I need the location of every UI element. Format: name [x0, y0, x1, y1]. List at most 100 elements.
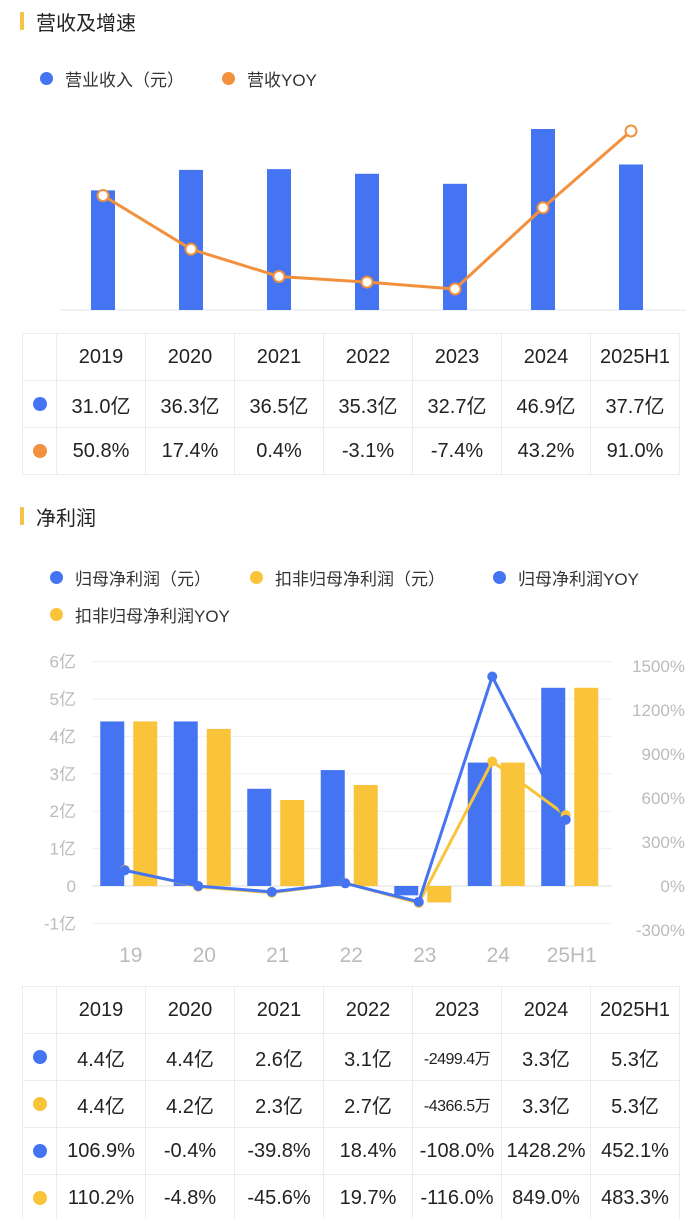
table-cell: 32.7亿	[412, 380, 502, 428]
table-cell: 0.4%	[234, 427, 324, 475]
legend-label-revenue: 营业收入（元）	[65, 71, 184, 90]
table-row-marker	[22, 1080, 57, 1128]
table-header-cell: 2019	[56, 333, 146, 381]
table-cell: -7.4%	[412, 427, 502, 475]
revenue-chart	[60, 124, 686, 311]
table-cell: 5.3亿	[590, 1080, 680, 1128]
table-cell: 452.1%	[590, 1127, 680, 1175]
revenue-yoy-point	[96, 189, 110, 203]
profit-title-text: 净利润	[36, 507, 96, 530]
y-left-tick-label: 1亿	[50, 840, 76, 859]
table-header-cell: 2022	[323, 333, 413, 381]
legend-label-revenue-yoy: 营收YOY	[247, 71, 317, 90]
revenue-yoy-point	[272, 269, 286, 283]
legend-item-deducted-profit[interactable]: 扣非归母净利润（元）	[250, 565, 445, 590]
table-row: 4.4亿 4.2亿 2.3亿 2.7亿 -4366.5万 3.3亿 5.3亿	[22, 1080, 680, 1128]
table-cell: 4.2亿	[145, 1080, 235, 1128]
series-dot	[32, 444, 47, 459]
x-tick-label: 22	[340, 944, 363, 967]
deducted-profit-yoy-point	[487, 756, 498, 767]
x-tick-label: 23	[413, 944, 436, 967]
revenue-bar	[355, 173, 379, 310]
profit-table: 2019 2020 2021 2022 2023 2024 2025H1 4.4亿 4.4亿 2.…	[22, 986, 680, 1219]
revenue-bar	[179, 169, 203, 310]
table-header-cell: 2021	[234, 333, 324, 381]
deducted-profit-bar	[206, 728, 231, 886]
table-cell: 106.9%	[56, 1127, 146, 1175]
y-right-tick-label: 0%	[660, 877, 685, 896]
revenue-yoy-point	[448, 282, 462, 296]
table-cell: 36.5亿	[234, 380, 324, 428]
revenue-section-title: 营收及增速	[20, 8, 136, 35]
table-cell: -4.8%	[145, 1174, 235, 1219]
table-cell: 849.0%	[501, 1174, 591, 1219]
y-left-tick-label: 3亿	[50, 765, 76, 784]
table-header-cell: 2025H1	[590, 986, 680, 1034]
table-row-marker	[22, 1033, 57, 1081]
revenue-bar	[267, 169, 291, 310]
y-right-tick-label: 900%	[642, 745, 685, 764]
table-cell: 2.3亿	[234, 1080, 324, 1128]
table-cell: -116.0%	[412, 1174, 502, 1219]
table-cell: 19.7%	[323, 1174, 413, 1219]
y-right-tick-label: 300%	[642, 833, 685, 852]
table-cell: 483.3%	[590, 1174, 680, 1219]
table-cell: -45.6%	[234, 1174, 324, 1219]
revenue-bar	[91, 190, 115, 310]
profit-section-title: 净利润	[20, 503, 96, 530]
legend-item-revenue-yoy[interactable]: 营收YOY	[222, 66, 317, 91]
table-cell: 50.8%	[56, 427, 146, 475]
series-dot	[32, 1191, 47, 1206]
table-cell: 37.7亿	[590, 380, 680, 428]
table-cell: 5.3亿	[590, 1033, 680, 1081]
x-tick-label: 19	[119, 944, 142, 967]
net-profit-yoy-point	[340, 878, 351, 889]
table-row-marker	[22, 1174, 57, 1219]
table-header-cell: 2020	[145, 986, 235, 1034]
net-profit-bar	[320, 770, 345, 886]
net-profit-bar	[100, 721, 125, 886]
net-profit-yoy-point	[413, 896, 424, 907]
profit-chart: -1亿 0 1亿 2亿 3亿 4亿 5亿 6亿 -300% 0% 300% 600% 900% 1200%…	[44, 653, 685, 967]
legend-item-deducted-profit-yoy[interactable]: 扣非归母净利润YOY	[50, 602, 230, 627]
legend-dot-blue	[40, 72, 53, 85]
table-row: 50.8% 17.4% 0.4% -3.1% -7.4% 43.2% 91.0%	[22, 427, 680, 475]
table-cell: 43.2%	[501, 427, 591, 475]
table-header-cell: 2024	[501, 986, 591, 1034]
revenue-bar	[619, 164, 643, 310]
table-row: 110.2% -4.8% -45.6% 19.7% -116.0% 849.0% 483.3…	[22, 1174, 680, 1219]
net-profit-yoy-point	[560, 814, 571, 825]
revenue-bar	[531, 129, 555, 310]
deducted-profit-bar	[280, 799, 305, 886]
net-profit-yoy-point	[487, 671, 498, 682]
revenue-title-text: 营收及增速	[36, 12, 136, 35]
revenue-table: 2019 2020 2021 2022 2023 2024 2025H1 31.0亿 36.3亿…	[22, 333, 680, 475]
table-cell: 3.3亿	[501, 1080, 591, 1128]
table-cell: 36.3亿	[145, 380, 235, 428]
legend-dot-blue	[493, 571, 506, 584]
legend-dot-yellow	[50, 608, 63, 621]
y-right-tick-label: -300%	[636, 921, 685, 940]
y-left-tick-label: 2亿	[50, 802, 76, 821]
table-cell: 18.4%	[323, 1127, 413, 1175]
table-cell: 2.6亿	[234, 1033, 324, 1081]
legend-item-revenue[interactable]: 营业收入（元）	[40, 66, 184, 91]
table-header-cell: 2025H1	[590, 333, 680, 381]
net-profit-bar	[394, 886, 419, 896]
net-profit-yoy-point	[193, 881, 204, 892]
table-row: 106.9% -0.4% -39.8% 18.4% -108.0% 1428.2% 452.…	[22, 1127, 680, 1175]
legend-item-net-profit[interactable]: 归母净利润（元）	[50, 565, 211, 590]
table-cell: 17.4%	[145, 427, 235, 475]
table-row: 31.0亿 36.3亿 36.5亿 35.3亿 32.7亿 46.9亿 37.7亿	[22, 380, 680, 428]
table-cell: 4.4亿	[56, 1080, 146, 1128]
table-row-marker	[22, 1127, 57, 1175]
y-right-tick-label: 600%	[642, 789, 685, 808]
net-profit-yoy-point	[266, 886, 277, 897]
deducted-profit-bar	[574, 687, 599, 886]
table-header-cell: 2022	[323, 986, 413, 1034]
net-profit-bar	[541, 687, 566, 886]
table-header-row: 2019 2020 2021 2022 2023 2024 2025H1	[22, 333, 680, 381]
legend-item-net-profit-yoy[interactable]: 归母净利润YOY	[493, 565, 639, 590]
deducted-profit-bar	[133, 721, 158, 886]
table-cell: -2499.4万	[412, 1033, 502, 1081]
